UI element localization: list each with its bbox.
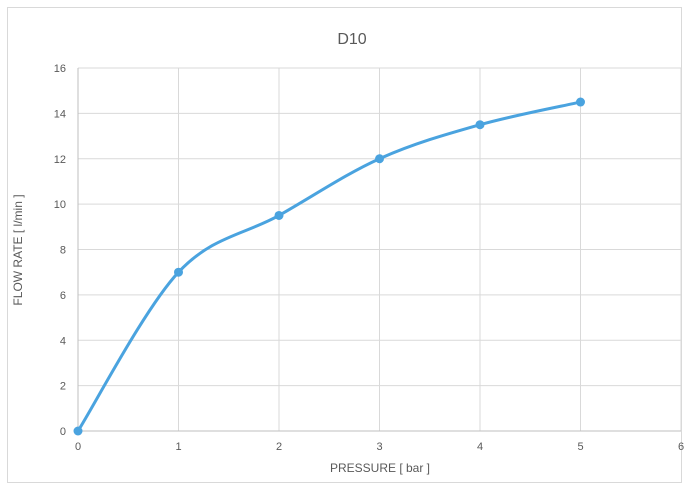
y-tick-label-7: 14 (54, 108, 66, 120)
x-tick-label-4: 4 (477, 441, 483, 453)
x-tick-label-5: 5 (577, 441, 583, 453)
data-point-5 (576, 97, 585, 107)
y-tick-label-2: 4 (60, 335, 66, 347)
x-tick-label-1: 1 (175, 441, 181, 453)
y-tick-label-1: 2 (60, 381, 66, 393)
series-layer (73, 97, 585, 436)
y-tick-label-4: 8 (60, 245, 66, 257)
x-axis-title: PRESSURE [ bar ] (330, 461, 430, 475)
data-point-3 (375, 154, 384, 164)
y-tick-label-6: 12 (54, 154, 66, 166)
x-tick-label-6: 6 (678, 441, 684, 453)
data-point-2 (274, 210, 284, 220)
x-tick-label-2: 2 (276, 441, 282, 453)
x-tick-label-3: 3 (376, 441, 382, 453)
chart-title: D10 (337, 31, 366, 48)
y-axis-title: FLOW RATE [ l/min ] (11, 194, 25, 305)
data-point-1 (174, 267, 183, 277)
axes (77, 68, 681, 432)
x-tick-label-0: 0 (75, 441, 81, 453)
y-tick-label-3: 6 (60, 290, 66, 302)
y-tick-label-5: 10 (54, 199, 66, 211)
chart-frame (7, 7, 682, 483)
y-tick-label-8: 16 (54, 63, 66, 75)
data-point-0 (73, 426, 83, 436)
data-point-4 (475, 120, 485, 130)
series-line-0 (76, 100, 582, 433)
y-tick-label-0: 0 (60, 426, 66, 438)
grid (78, 67, 682, 431)
